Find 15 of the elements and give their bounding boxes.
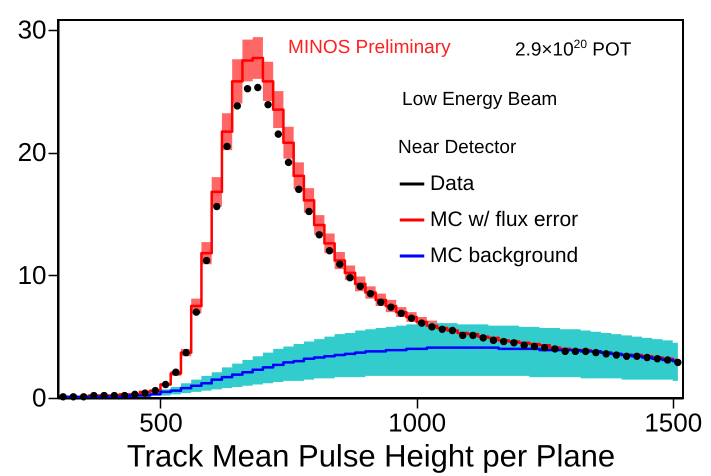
x-tick-label: 500 [139, 408, 183, 438]
x-tick-label: 1000 [388, 408, 446, 438]
legend-label: MC w/ flux error [430, 208, 578, 231]
x-tick-label: 1500 [644, 408, 702, 438]
annotation: Low Energy Beam [402, 89, 558, 110]
legend-label: Data [430, 172, 475, 195]
annotation: MINOS Preliminary [288, 37, 451, 58]
y-tick-label: 10 [18, 260, 46, 290]
y-tick-label: 0 [32, 382, 46, 412]
annotation: Near Detector [398, 137, 516, 158]
y-tick-label: 30 [18, 14, 46, 44]
legend-label: MC background [430, 244, 578, 267]
y-tick-label: 20 [18, 137, 46, 168]
annotation: 2.9×10$^{20}$ POT [515, 37, 632, 60]
x-axis-title: Track Mean Pulse Height per Plane [126, 438, 616, 474]
